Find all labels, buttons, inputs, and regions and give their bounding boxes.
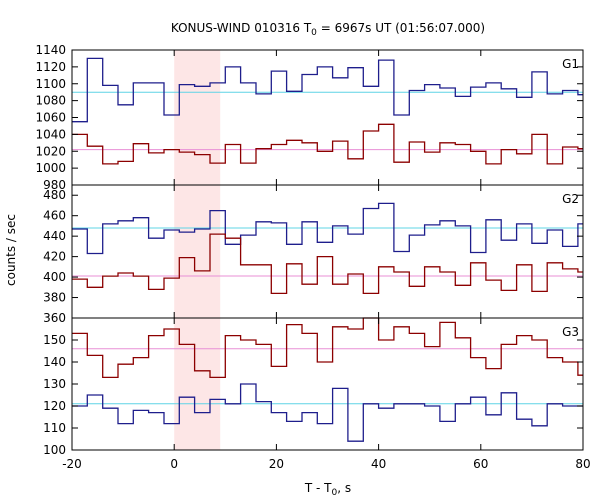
y-tick-label-G3: 120	[43, 399, 66, 413]
x-tick-label: 40	[371, 457, 386, 471]
y-tick-label-G3: 150	[43, 333, 66, 347]
y-tick-label-G2: 400	[43, 270, 66, 284]
y-tick-label-G1: 1040	[35, 127, 66, 141]
x-tick-label: 0	[170, 457, 178, 471]
y-tick-label-G1: 1020	[35, 144, 66, 158]
panel-label-G2: G2	[562, 192, 579, 206]
y-tick-label-G2: 380	[43, 291, 66, 305]
chart-title: KONUS-WIND 010316 T0 = 6967s UT (01:56:0…	[171, 21, 485, 38]
y-tick-label-G1: 1080	[35, 94, 66, 108]
x-axis-label: T - T0, s	[304, 481, 351, 498]
x-tick-label: 80	[575, 457, 590, 471]
panel-frame-G2	[71, 184, 584, 319]
y-tick-label-G1: 1060	[35, 111, 66, 125]
x-tick-label: 20	[269, 457, 284, 471]
series-G3-blue	[72, 383, 583, 442]
y-tick-label-G2: 460	[43, 209, 66, 223]
series-G2-red	[72, 233, 583, 295]
x-tick-label: -20	[62, 457, 82, 471]
y-tick-label-G1: 1140	[35, 43, 66, 57]
series-G1-blue	[72, 57, 583, 123]
y-tick-label-G1: 1000	[35, 161, 66, 175]
x-tick-label: 60	[473, 457, 488, 471]
highlight-band	[174, 50, 221, 450]
y-tick-label-G3: 100	[43, 443, 66, 457]
y-axis-label: counts / sec	[4, 214, 18, 286]
y-tick-label-G2: 480	[43, 188, 66, 202]
panel-label-G3: G3	[562, 325, 579, 339]
y-tick-label-G1: 1120	[35, 60, 66, 74]
series-G3-red	[72, 317, 583, 379]
y-tick-label-G2: 440	[43, 229, 66, 243]
y-tick-label-G1: 980	[43, 178, 66, 192]
series-G2-blue	[72, 202, 583, 255]
y-tick-label-G1: 1100	[35, 77, 66, 91]
y-tick-label-G2: 420	[43, 250, 66, 264]
y-tick-label-G3: 130	[43, 377, 66, 391]
panel-label-G1: G1	[562, 57, 579, 71]
y-tick-label-G3: 140	[43, 355, 66, 369]
y-tick-label-G2: 360	[43, 311, 66, 325]
y-tick-label-G3: 110	[43, 421, 66, 435]
series-G1-red	[72, 123, 583, 165]
panel-frame-G1	[71, 49, 584, 186]
